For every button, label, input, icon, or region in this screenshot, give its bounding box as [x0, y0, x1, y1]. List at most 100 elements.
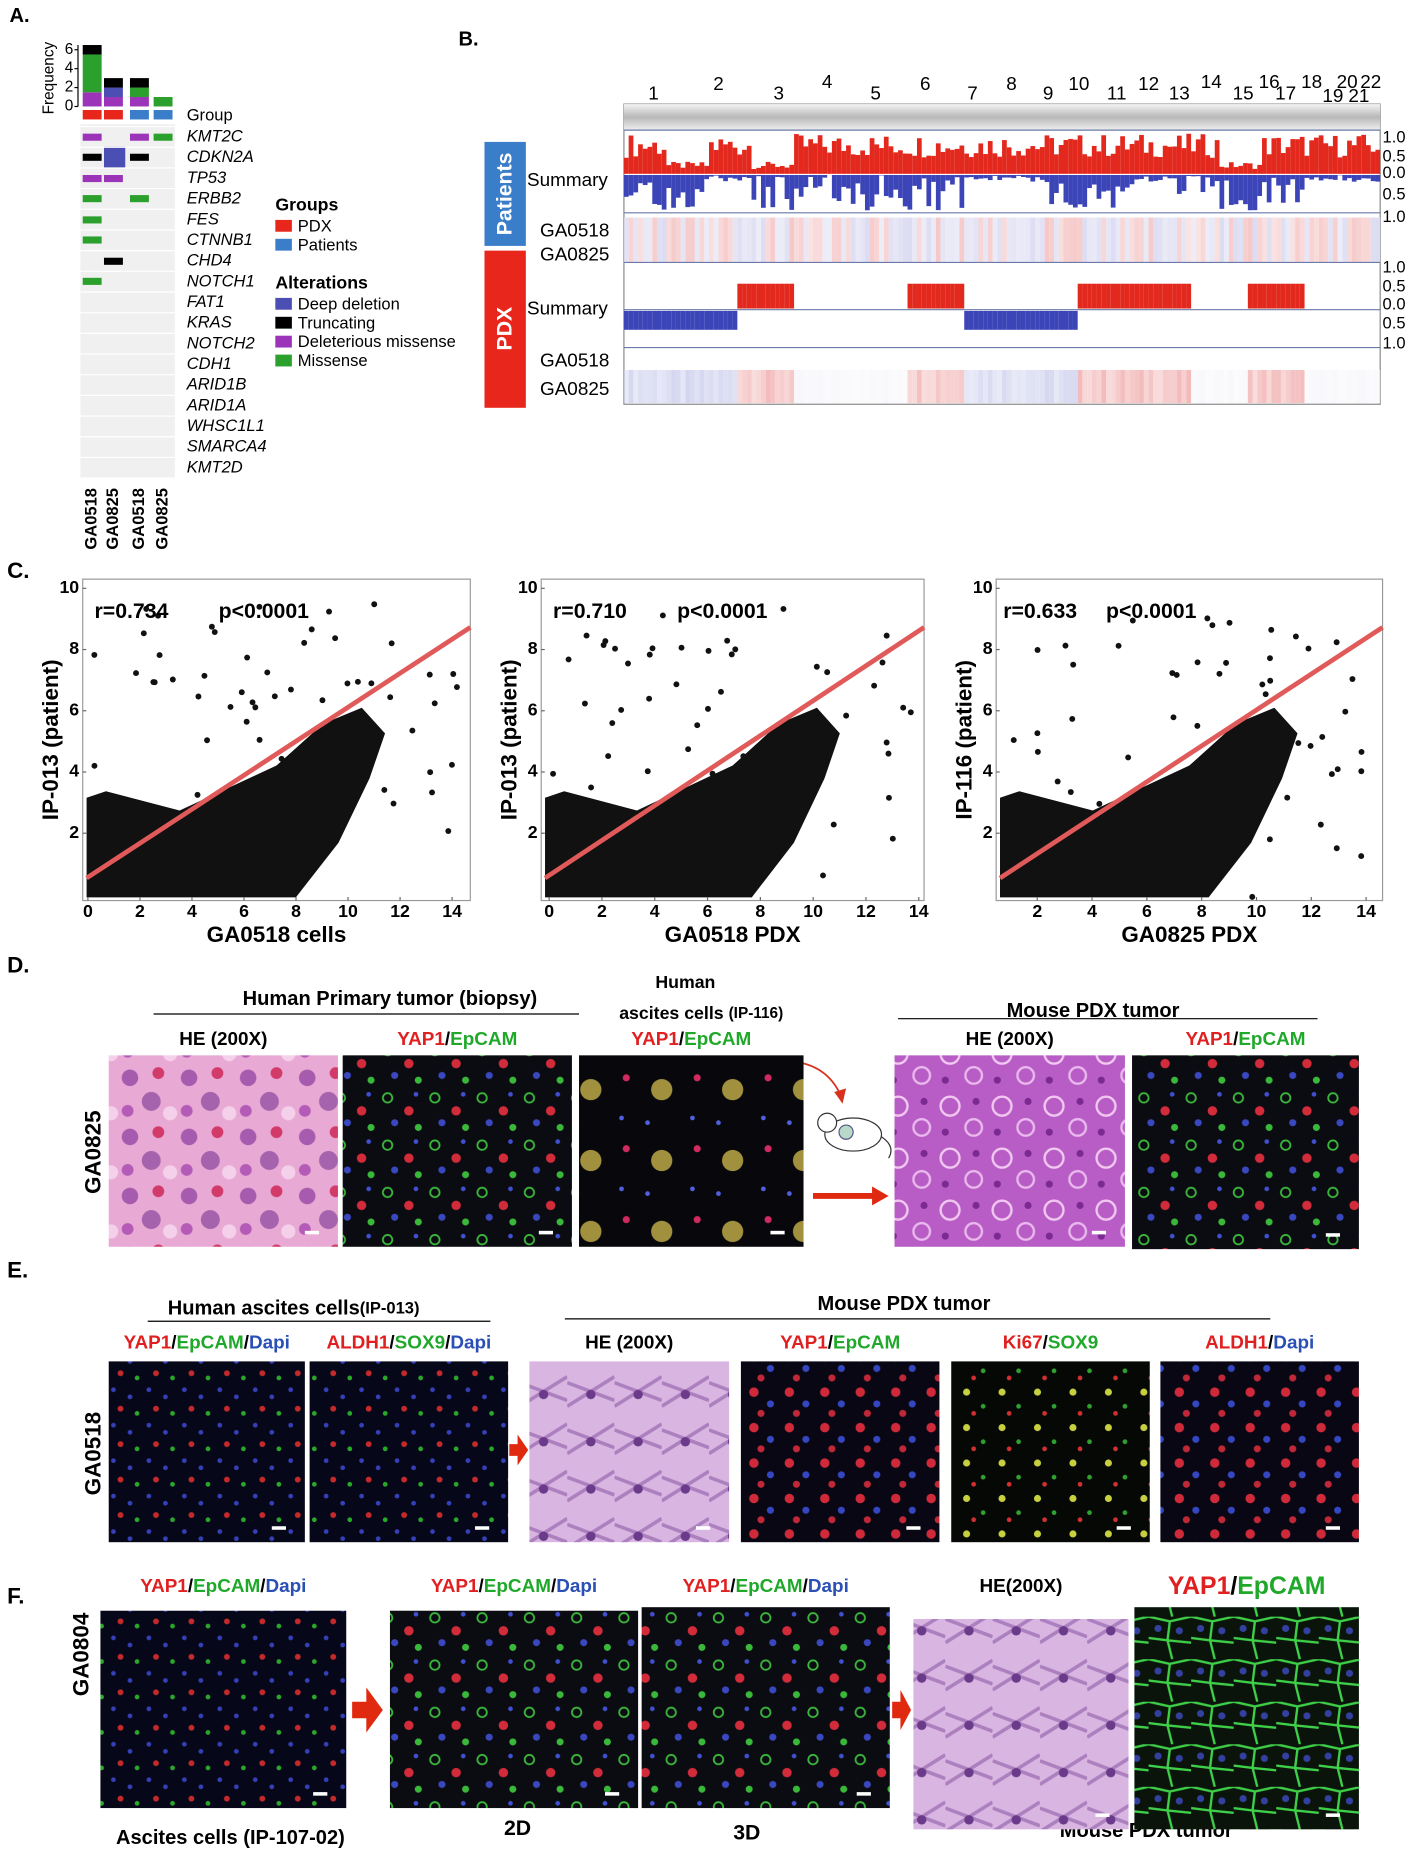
point: [879, 659, 886, 666]
track-block: [1011, 155, 1017, 174]
track-block: [902, 369, 908, 404]
track-block: [808, 139, 813, 174]
track-block: [973, 369, 979, 404]
track-block: [864, 217, 870, 263]
track-block: [633, 175, 639, 193]
track-block: [765, 175, 771, 187]
track-block: [623, 369, 629, 404]
y-tick-label: 4: [983, 761, 993, 781]
track-block: [1120, 283, 1125, 309]
micrograph: [100, 1610, 347, 1809]
track-block: [732, 147, 738, 174]
track-block: [822, 369, 828, 404]
track-block: [1191, 175, 1196, 177]
track-block: [992, 310, 998, 330]
track-block: [1091, 283, 1097, 309]
track-block: [1110, 217, 1116, 263]
track-block: [954, 148, 960, 174]
track-block: [1271, 175, 1277, 178]
track-block: [1068, 175, 1073, 205]
arrow: [892, 1689, 912, 1731]
track-block: [1210, 157, 1215, 174]
track-block: [675, 163, 681, 174]
track-block: [1238, 369, 1244, 404]
point: [618, 706, 625, 713]
track-block: [978, 175, 984, 179]
track-block: [1016, 151, 1021, 174]
x-tick-label: 2: [135, 901, 145, 921]
track-block: [850, 217, 856, 263]
track-block: [1224, 369, 1229, 404]
track-block: [685, 369, 691, 404]
track-block: [1115, 145, 1121, 174]
track-block: [1054, 175, 1059, 193]
track-block: [789, 175, 795, 210]
track-block: [1158, 217, 1163, 263]
frequency-bar: [129, 87, 149, 98]
track-block: [1181, 175, 1187, 191]
track-block: [690, 310, 695, 330]
label-part: ALDH1: [1205, 1333, 1268, 1354]
track-block: [1309, 217, 1315, 263]
chromosome-label: 9: [1043, 84, 1054, 105]
track-block: [1351, 369, 1357, 404]
track-block: [1049, 369, 1055, 404]
track-block: [959, 145, 965, 174]
track-block: [921, 283, 927, 309]
track-block: [1266, 369, 1272, 404]
track-block: [1176, 369, 1182, 404]
track-block: [1054, 369, 1059, 404]
track-block: [746, 145, 752, 174]
track-block: [864, 154, 870, 174]
track-block: [1172, 146, 1177, 174]
track-block: [1091, 369, 1097, 404]
track-block: [742, 369, 747, 404]
track-block: [1262, 138, 1267, 174]
point: [1358, 768, 1365, 775]
track-block: [742, 175, 747, 178]
track-block: [647, 217, 653, 263]
stat-p: p<0.0001: [677, 599, 768, 623]
point: [1146, 786, 1152, 793]
label-part: EpCAM: [1237, 1573, 1325, 1600]
track-block: [760, 369, 766, 404]
copy-number-plot: Patients PDX Summary GA0518 GA0825 Summa…: [484, 103, 1381, 408]
track-block: [893, 175, 899, 190]
track-block: [1158, 156, 1163, 174]
track-block: [1262, 175, 1267, 183]
track-block: [931, 217, 936, 263]
track-block: [784, 175, 790, 199]
chromosome-label: 8: [1006, 74, 1017, 95]
track-block: [898, 217, 903, 263]
track-block: [1247, 369, 1253, 404]
track-block: [1375, 175, 1381, 182]
point: [649, 645, 656, 652]
track-block: [883, 217, 889, 263]
track-block: [623, 217, 629, 263]
track-block: [1035, 369, 1040, 404]
point: [718, 688, 724, 695]
track-block: [1020, 217, 1026, 263]
chromosome-label: 13: [1169, 84, 1190, 105]
y-tick-label: 10: [59, 577, 79, 597]
track-block: [770, 283, 776, 309]
x-tick-label: 4: [1087, 901, 1097, 921]
track-block: [638, 175, 643, 184]
track-block: [1101, 175, 1107, 192]
label-part: /: [679, 1029, 685, 1050]
point: [91, 651, 98, 658]
track-block: [1087, 217, 1092, 263]
track-block: [746, 217, 752, 263]
track-block: [1016, 369, 1021, 404]
track-block: [1243, 369, 1248, 404]
point: [387, 694, 394, 701]
track-block: [846, 175, 851, 189]
point: [1295, 740, 1302, 746]
x-tick-label: 4: [187, 901, 197, 921]
point: [1174, 844, 1181, 851]
point: [883, 739, 890, 746]
track-block: [727, 141, 733, 174]
track-block: [1087, 156, 1092, 174]
frequency-bar: [129, 97, 149, 107]
track-block: [1016, 217, 1021, 263]
